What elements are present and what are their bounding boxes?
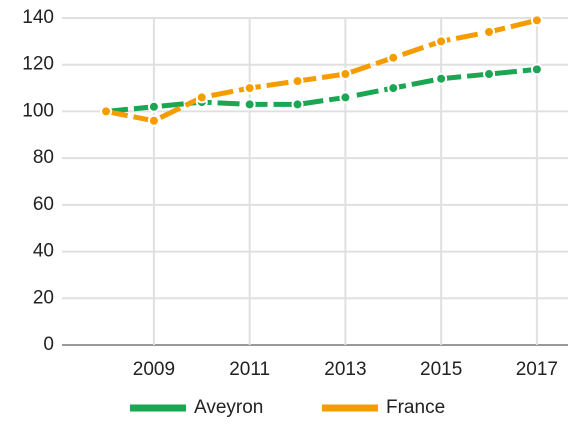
data-point xyxy=(435,35,448,48)
y-tick-label: 60 xyxy=(33,194,54,215)
data-point xyxy=(291,75,304,88)
y-tick-label: 20 xyxy=(33,287,54,308)
x-tick-label: 2013 xyxy=(324,359,366,380)
data-point xyxy=(387,51,400,64)
y-tick-label: 120 xyxy=(22,54,54,75)
series-line xyxy=(105,17,538,124)
data-point xyxy=(100,105,113,118)
data-point xyxy=(339,91,352,104)
data-point xyxy=(435,72,448,85)
data-point xyxy=(291,98,304,111)
data-point xyxy=(147,114,160,127)
y-tick-label: 140 xyxy=(22,7,54,28)
data-point xyxy=(243,98,256,111)
data-point xyxy=(483,26,496,39)
x-tick-label: 2011 xyxy=(229,359,270,380)
x-tick-label: 2015 xyxy=(420,359,462,380)
x-tick-label: 2009 xyxy=(133,359,175,380)
y-tick-label: 0 xyxy=(43,334,54,355)
series-line xyxy=(105,66,538,114)
x-tick-label: 2017 xyxy=(516,359,558,380)
data-point xyxy=(483,68,496,81)
y-tick-label: 40 xyxy=(33,241,54,262)
data-point xyxy=(530,14,543,27)
legend-label: Aveyron xyxy=(194,397,263,418)
data-point xyxy=(530,63,543,76)
y-tick-label: 80 xyxy=(33,147,54,168)
legend-label: France xyxy=(386,397,445,418)
data-point xyxy=(339,68,352,81)
y-tick-label: 100 xyxy=(22,100,54,121)
data-point xyxy=(147,100,160,113)
data-point xyxy=(387,82,400,95)
data-point xyxy=(243,82,256,95)
data-point xyxy=(195,91,208,104)
